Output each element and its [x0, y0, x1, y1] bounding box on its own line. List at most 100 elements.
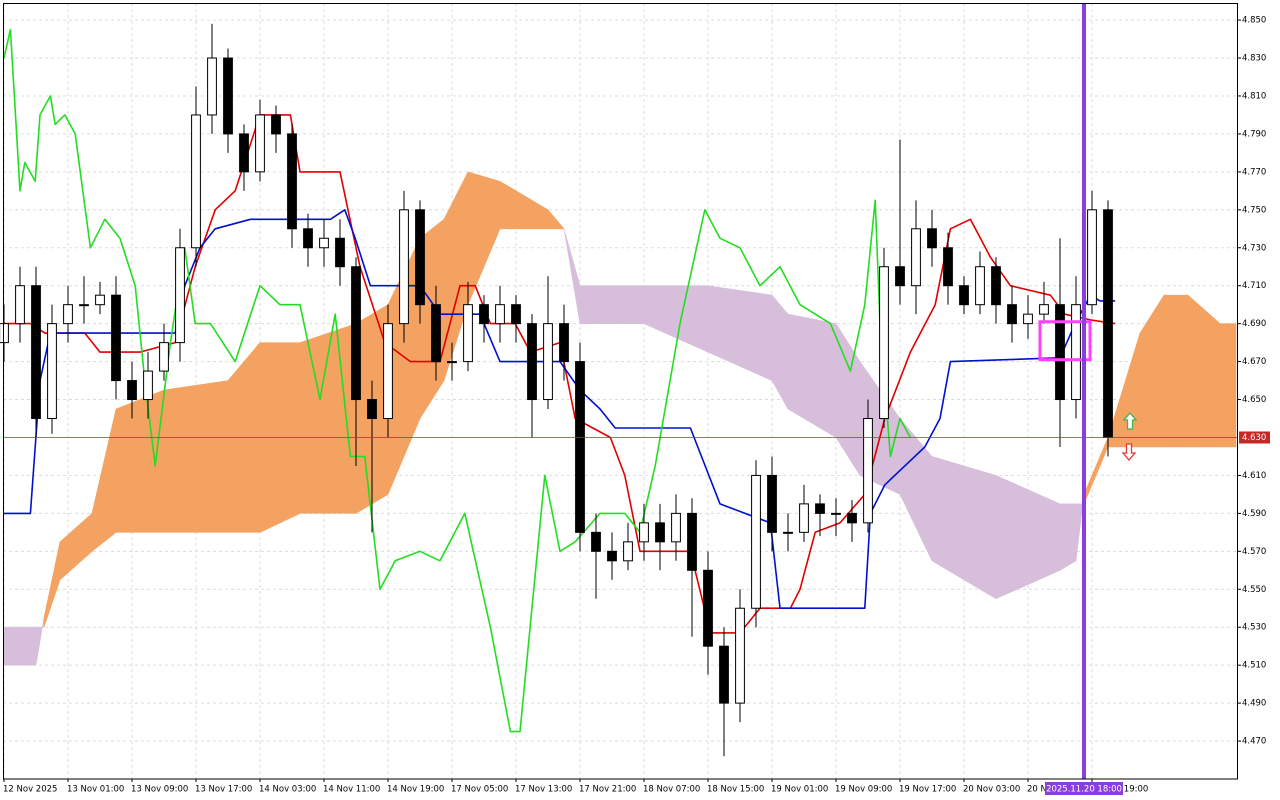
cloud-segment — [579, 285, 645, 324]
indicator-line — [4, 114, 1116, 634]
candle-body — [1071, 304, 1081, 401]
candle-body — [799, 503, 809, 533]
y-tick-label: 4.470 — [1242, 737, 1266, 747]
candle-body — [79, 304, 89, 307]
cursor-label: 2025.11.20 18:00 — [1046, 785, 1122, 795]
x-tick-label: 17 Nov 05:00 — [451, 785, 508, 795]
candle-body — [1039, 304, 1049, 315]
x-tick-label: 13 Nov 09:00 — [131, 785, 188, 795]
x-tick-label: 18 Nov 07:00 — [643, 785, 700, 795]
candle-body — [703, 569, 713, 647]
candle-body — [815, 503, 825, 514]
y-tick-label: 4.830 — [1242, 54, 1266, 64]
buy-arrow — [1122, 412, 1138, 430]
candle-body — [863, 418, 873, 524]
candle-body — [143, 370, 153, 401]
y-tick-label: 4.590 — [1242, 509, 1266, 519]
overlay-layer — [3, 3, 1238, 779]
cursor-label-box — [1045, 782, 1123, 795]
candle-body — [751, 474, 761, 609]
candle-body — [1055, 304, 1065, 401]
y-tick-label: 4.850 — [1242, 16, 1266, 26]
y-tick-label: 4.490 — [1242, 699, 1266, 709]
x-tick-label: 18 Nov 15:00 — [707, 785, 764, 795]
candle-body — [351, 266, 361, 401]
cloud-segment — [3, 626, 37, 666]
candle-body — [255, 114, 265, 173]
y-tick-label: 4.730 — [1242, 243, 1266, 253]
candle-body — [735, 607, 745, 704]
candles-layer — [0, 23, 1113, 757]
candle-body — [127, 380, 137, 401]
candle-body — [15, 285, 25, 325]
y-tick-label: 4.610 — [1242, 471, 1266, 481]
x-tick-label: 19 Nov 17:00 — [899, 785, 956, 795]
y-tick-label: 4.790 — [1242, 129, 1266, 139]
highlight-box — [1038, 320, 1092, 362]
candle-body — [47, 323, 57, 420]
y-tick-label: 4.810 — [1242, 91, 1266, 101]
x-tick-label: 17 Nov 21:00 — [579, 785, 636, 795]
candle-body — [943, 247, 953, 287]
x-tick-label: 14 Nov 19:00 — [387, 785, 444, 795]
x-tick-label: 14 Nov 11:00 — [323, 785, 380, 795]
candle-body — [1103, 209, 1113, 438]
candle-body — [223, 57, 233, 135]
candle-body — [831, 512, 841, 515]
y-tick-label: 4.550 — [1242, 585, 1266, 595]
candle-body — [639, 522, 649, 543]
candle-body — [63, 304, 73, 325]
candle-body — [239, 133, 249, 173]
candle-body — [655, 522, 665, 543]
candle-body — [463, 304, 473, 363]
candle-body — [111, 294, 121, 382]
candle-body — [959, 285, 969, 306]
candle-body — [383, 323, 393, 420]
candle-body — [415, 209, 425, 306]
candle-body — [911, 228, 921, 287]
y-tick-label: 4.570 — [1242, 547, 1266, 557]
x-tick-label: 14 Nov 03:00 — [259, 785, 316, 795]
x-tick-label: 19 Nov 09:00 — [835, 785, 892, 795]
candle-body — [159, 342, 169, 372]
candle-body — [719, 645, 729, 704]
y-tick-label: 4.710 — [1242, 281, 1266, 291]
cloud-segment — [115, 389, 165, 533]
cloud-segment — [547, 208, 565, 230]
candle-body — [559, 323, 569, 363]
last-price-box — [1239, 431, 1270, 444]
candle-body — [1087, 209, 1097, 306]
candle-body — [687, 512, 697, 571]
candle-body — [1023, 313, 1033, 325]
candle-body — [591, 531, 601, 552]
cloud-segment — [1163, 294, 1189, 448]
candle-body — [783, 531, 793, 534]
candle-body — [767, 474, 777, 533]
indicator-line — [3, 28, 912, 733]
candle-body — [319, 237, 329, 249]
candle-body — [607, 550, 617, 562]
y-tick-label: 4.530 — [1242, 623, 1266, 633]
candle-body — [399, 209, 409, 325]
y-tick-label: 4.770 — [1242, 167, 1266, 177]
candle-body — [623, 541, 633, 562]
y-tick-label: 4.750 — [1242, 205, 1266, 215]
candle-body — [95, 294, 105, 306]
candle-body — [271, 114, 281, 135]
last-price-label: 4.630 — [1242, 433, 1266, 443]
candle-body — [431, 304, 441, 363]
candle-body — [991, 266, 1001, 306]
candle-body — [175, 247, 185, 344]
cloud-layer — [3, 171, 1237, 666]
x-tick-label: 19 Nov 01:00 — [771, 785, 828, 795]
sell-arrow — [1121, 443, 1137, 461]
candle-body — [527, 323, 537, 401]
candle-body — [367, 399, 377, 420]
x-tick-label: 12 Nov 2025 — [3, 785, 57, 795]
candle-body — [975, 266, 985, 306]
candle-body — [335, 237, 345, 268]
y-tick-label: 4.690 — [1242, 319, 1266, 329]
candle-body — [511, 304, 521, 325]
